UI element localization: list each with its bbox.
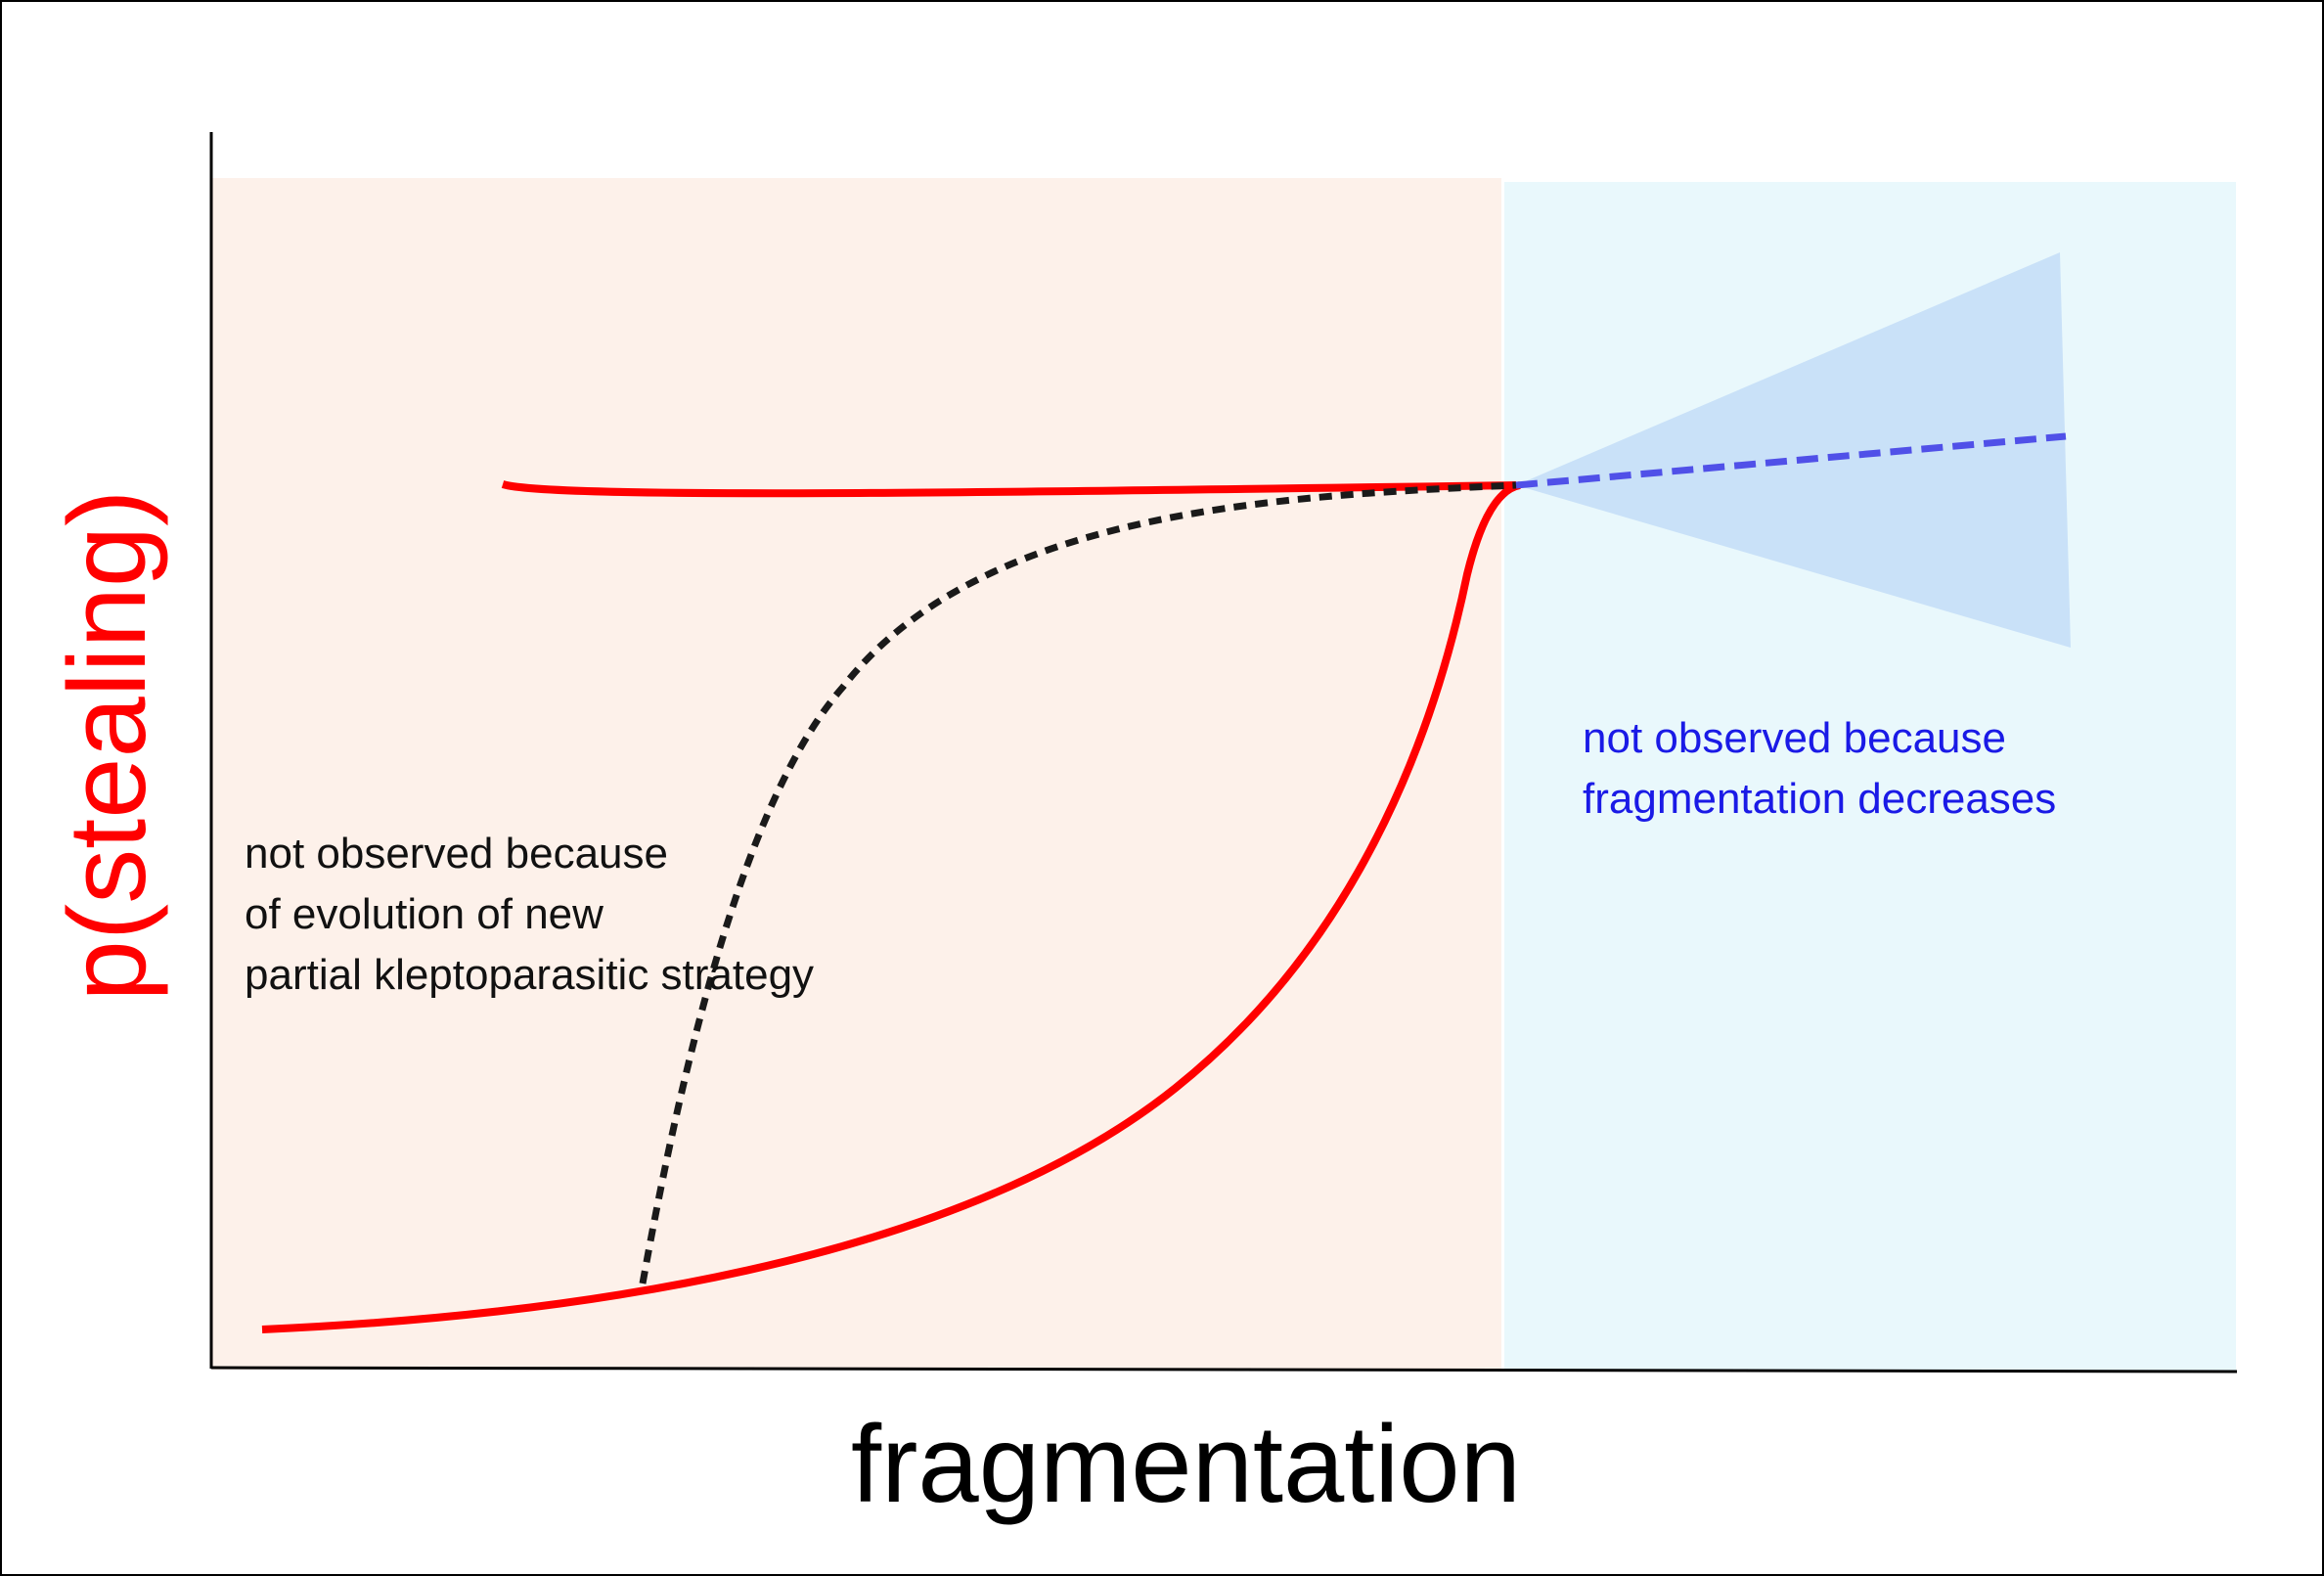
annotation-left-line-3: partial kleptoparasitic strategy (245, 951, 815, 999)
red-upper-curve (501, 480, 1517, 498)
dotted-strategy-curve (639, 481, 1517, 1284)
annotation-left-line-1: not observed because (245, 830, 668, 878)
left-region (212, 178, 1501, 1370)
red-lower-curve (261, 481, 1522, 1333)
annotation-right-line-2: fragmentation decreases (1583, 775, 2057, 823)
annotation-right: not observed because fragmentation decre… (1583, 708, 2056, 830)
y-axis-label: p(stealing) (46, 489, 168, 1002)
x-axis (210, 1366, 2238, 1373)
uncertainty-wedge (1516, 252, 2071, 648)
annotation-left-line-2: of evolution of new (245, 890, 603, 938)
x-axis-label: fragmentation (851, 1403, 1521, 1525)
annotation-right-line-1: not observed because (1583, 714, 2006, 762)
annotation-left: not observed because of evolution of new… (245, 824, 814, 1006)
